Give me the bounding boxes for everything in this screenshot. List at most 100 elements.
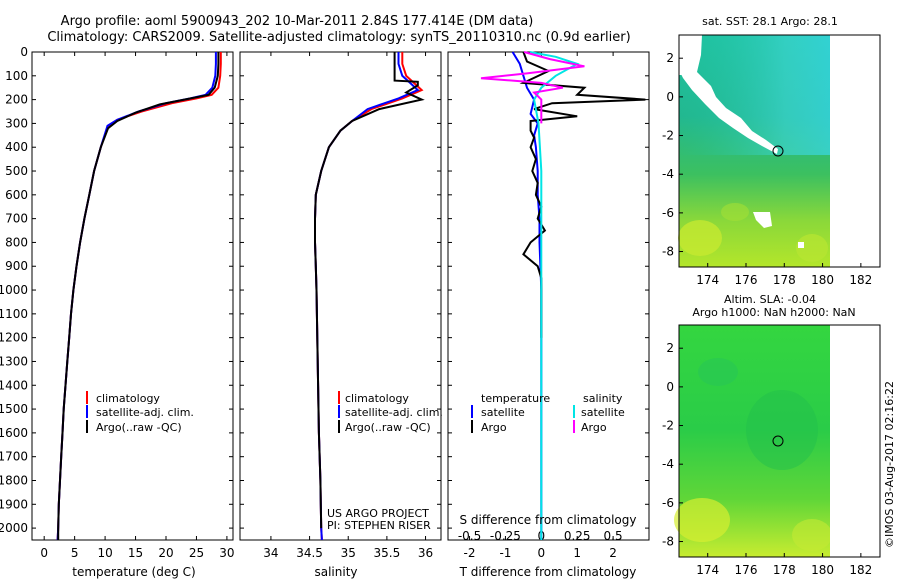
series-satellite-adj-clim- xyxy=(314,52,420,541)
s-tick-label: 0.25 xyxy=(564,529,591,543)
argo-position-marker xyxy=(772,145,784,157)
sla-light-patch xyxy=(792,519,832,551)
x-tick-label: 36 xyxy=(418,546,433,560)
map-lon-label: 180 xyxy=(811,273,834,287)
difference-legend: temperature salinity satellite Argo sate… xyxy=(471,392,625,434)
legend-swatch-s-satellite xyxy=(573,405,575,418)
series-s-argo xyxy=(480,51,585,124)
x-tick-label: 34.5 xyxy=(296,546,323,560)
sst-map-frame xyxy=(678,34,881,268)
depth-tick-label: 1800 xyxy=(0,473,28,487)
map-lat-label: -4 xyxy=(662,167,674,181)
temperature-series-layer xyxy=(56,52,222,541)
salinity-series-layer xyxy=(314,52,425,541)
map-lat-label: -2 xyxy=(662,129,674,143)
x-tick-label: 34 xyxy=(263,546,278,560)
map-lat-label: 0 xyxy=(666,90,674,104)
salinity-tick-layer: 34 34.5 35 35.5 36 xyxy=(240,51,441,560)
legend-label-argo: Argo(..raw -QC) xyxy=(345,421,431,434)
map-lat-label: -2 xyxy=(662,419,674,433)
depth-tick-label: 400 xyxy=(5,140,28,154)
sst-map-panel: sat. SST: 28.1 Argo: 28.1 174 176 178 180 18… xyxy=(662,15,881,287)
temperature-axes-box xyxy=(31,51,234,541)
legend-swatch-s-argo xyxy=(573,420,575,433)
x-tick-label: 0 xyxy=(40,546,48,560)
series-argo-raw-qc- xyxy=(57,52,220,540)
x-tick-label: 10 xyxy=(97,546,112,560)
sla-map-nodata xyxy=(830,325,880,557)
salinity-xlabel: salinity xyxy=(314,565,357,579)
x-tick-label: 0 xyxy=(538,546,546,560)
legend-label-s-satellite: satellite xyxy=(581,406,625,419)
figure-title-line1: Argo profile: aoml 5900943_202 10-Mar-20… xyxy=(61,14,534,29)
x-tick-label: 1 xyxy=(573,546,581,560)
s-tick-label: 0.5 xyxy=(604,529,623,543)
depth-tick-label: 100 xyxy=(5,69,28,83)
map-lat-label: -8 xyxy=(662,535,674,549)
argo-position-marker xyxy=(772,435,784,447)
cloud-mask xyxy=(753,212,772,228)
x-tick-label: -1 xyxy=(499,546,511,560)
x-tick-label: 2 xyxy=(609,546,617,560)
depth-tick-label: 1600 xyxy=(0,426,28,440)
temperature-tick-layer: 0 5 10 15 20 25 300100200300400500600700800900… xyxy=(0,45,235,560)
legend-swatch-t-argo xyxy=(471,420,473,433)
cloud-mask xyxy=(798,242,804,248)
sla-dark-patch xyxy=(698,358,738,386)
map-lon-label: 176 xyxy=(735,563,758,577)
sla-light-patch xyxy=(674,498,730,542)
legend-label-argo: Argo(..raw -QC) xyxy=(96,421,182,434)
depth-tick-label: 1900 xyxy=(0,497,28,511)
map-lon-label: 174 xyxy=(696,563,719,577)
sla-map-title-line1: Altim. SLA: -0.04 xyxy=(724,293,816,306)
map-lon-label: 178 xyxy=(773,273,796,287)
legend-title-temperature: temperature xyxy=(481,392,550,405)
x-tick-label: -2 xyxy=(464,546,476,560)
legend-label-s-argo: Argo xyxy=(581,421,607,434)
map-lat-label: -8 xyxy=(662,245,674,259)
legend-swatch-satellite-adj xyxy=(338,405,340,418)
sst-map-tick-layer: 174 176 178 180 182 2 0 -2 -4 -6 -8 xyxy=(662,51,872,287)
s-tick-label: -0.5 xyxy=(458,529,481,543)
x-tick-label: 5 xyxy=(71,546,79,560)
legend-swatch-argo xyxy=(338,420,340,433)
difference-series-layer xyxy=(480,51,646,540)
depth-tick-label: 500 xyxy=(5,164,28,178)
difference-tick-layer: -2 -1 0 1 2-0.5 -0.25 0 0.25 0.5 xyxy=(448,51,649,560)
x-tick-label: 35 xyxy=(341,546,356,560)
salinity-legend: climatology satellite-adj. clim. Argo(..… xyxy=(338,391,443,434)
depth-tick-label: 2000 xyxy=(0,521,28,535)
legend-swatch-argo xyxy=(86,420,88,433)
project-annotation: US ARGO PROJECT xyxy=(327,507,429,520)
sst-map-nodata xyxy=(830,35,880,267)
imos-timestamp: ©IMOS 03-Aug-2017 02:16:22 xyxy=(883,381,896,548)
x-tick-label: 35.5 xyxy=(374,546,401,560)
map-lat-label: -4 xyxy=(662,457,674,471)
temperature-legend: climatology satellite-adj. clim. Argo(..… xyxy=(86,391,194,434)
depth-tick-label: 900 xyxy=(5,259,28,273)
map-lat-label: 0 xyxy=(666,380,674,394)
legend-label-climatology: climatology xyxy=(345,392,409,405)
s-difference-label: S difference from climatology xyxy=(460,513,637,527)
map-lat-label: 2 xyxy=(666,51,674,65)
depth-tick-label: 0 xyxy=(20,45,28,59)
depth-tick-label: 1500 xyxy=(0,402,28,416)
x-tick-label: 25 xyxy=(189,546,204,560)
map-lat-label: -6 xyxy=(662,206,674,220)
map-lon-label: 180 xyxy=(811,563,834,577)
map-lat-label: -6 xyxy=(662,496,674,510)
depth-tick-label: 700 xyxy=(5,212,28,226)
sst-yellow-patch xyxy=(721,203,749,221)
legend-label-t-argo: Argo xyxy=(481,421,507,434)
sla-map-title-line2: Argo h1000: NaN h2000: NaN xyxy=(692,306,855,319)
series-t-satellite xyxy=(511,51,543,540)
series-satellite-adj-clim- xyxy=(56,52,217,541)
sst-yellow-patch xyxy=(678,220,722,256)
map-lon-label: 178 xyxy=(773,563,796,577)
sla-map-panel: Altim. SLA: -0.04 Argo h1000: NaN h2000:… xyxy=(662,293,881,577)
cloud-mask xyxy=(679,35,778,154)
depth-tick-label: 1100 xyxy=(0,307,28,321)
legend-swatch-climatology xyxy=(338,391,340,404)
series-climatology xyxy=(56,52,222,541)
